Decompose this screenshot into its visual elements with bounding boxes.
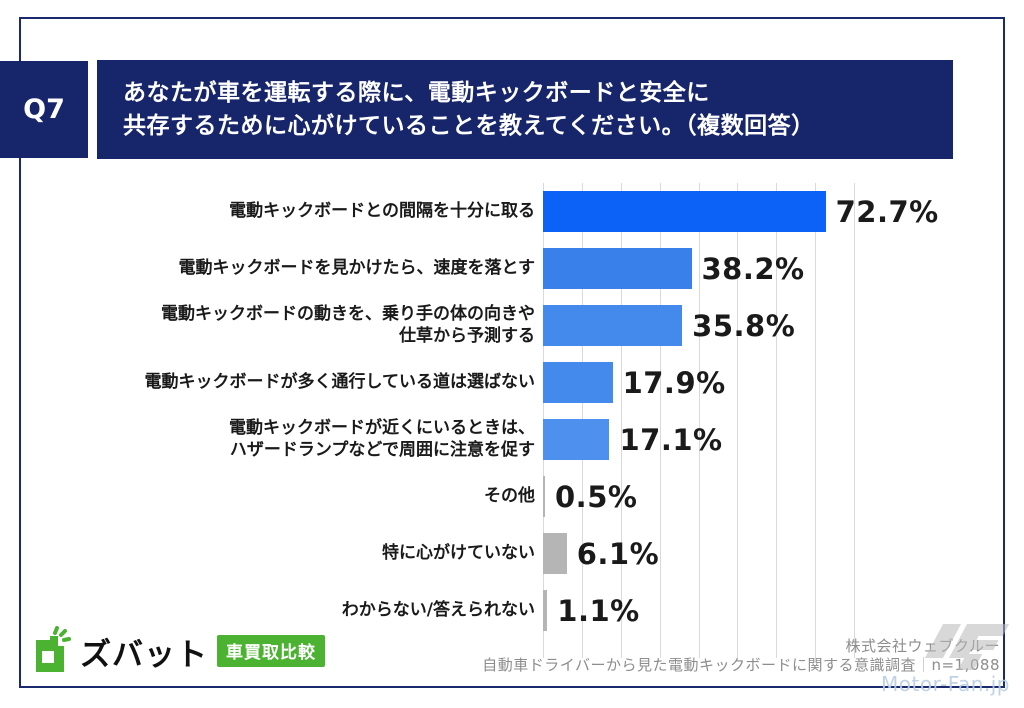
category-label: 電動キックボードが多く通行している道は選ばない: [144, 371, 536, 392]
value-label: 0.5%: [555, 479, 638, 514]
question-number-badge: Q7: [0, 61, 88, 158]
value-label: 35.8%: [692, 308, 796, 343]
bar-track: 0.5%: [543, 476, 1005, 517]
value-label: 1.1%: [557, 593, 640, 628]
chart-row: 電動キックボードの動きを、乗り手の体の向きや 仕草から予測する 35.8%: [0, 297, 1005, 354]
bar-track: 17.1%: [543, 419, 1005, 460]
chart-row: 電動キックボードが多く通行している道は選ばない 17.9%: [0, 354, 1005, 411]
category-label: その他: [484, 485, 535, 506]
category-label: 電動キックボードが近くにいるときは、 ハザードランプなどで周囲に注意を促す: [229, 418, 535, 460]
zubat-logo: ズバット 車買取比較: [30, 626, 325, 676]
chart-row: 電動キックボードが近くにいるときは、 ハザードランプなどで周囲に注意を促す 17.1…: [0, 411, 1005, 468]
bar: [543, 362, 613, 403]
chart-row: わからない/答えられない 1.1%: [0, 582, 1005, 639]
chart-row: 電動キックボードを見かけたら、速度を落とす 38.2%: [0, 240, 1005, 297]
bar: [543, 305, 683, 346]
chart-row: 電動キックボードとの間隔を十分に取る 72.7%: [0, 183, 1005, 240]
value-label: 17.9%: [622, 365, 726, 400]
bar-track: 1.1%: [543, 590, 1005, 631]
chart-rows: 電動キックボードとの間隔を十分に取る 72.7% 電動キックボードを見かけたら、速度…: [0, 183, 1005, 639]
value-label: 72.7%: [835, 194, 939, 229]
category-label: 電動キックボードの動きを、乗り手の体の向きや 仕草から予測する: [161, 304, 535, 346]
value-label: 38.2%: [701, 251, 805, 286]
question-title-line2: 共存するために心がけていることを教えてください。（複数回答）: [123, 112, 815, 139]
motor-fan-mf-icon: [916, 620, 1012, 672]
logo-badge-text: 車買取比較: [217, 635, 325, 667]
bar: [543, 419, 610, 460]
bar: [543, 533, 567, 574]
question-title-line1: あなたが車を運転する際に、電動キックボードと安全に: [123, 79, 710, 106]
bar: [543, 248, 692, 289]
credit-survey: 自動車ドライバーから見た電動キックボードに関する意識調査: [482, 656, 916, 674]
chart-row: その他 0.5%: [0, 468, 1005, 525]
bar-track: 72.7%: [543, 191, 1005, 232]
bar: [543, 590, 548, 631]
category-label: わからない/答えられない: [341, 599, 535, 620]
zubat-hand-icon: [36, 626, 71, 672]
value-label: 17.1%: [619, 422, 723, 457]
bar: [543, 476, 545, 517]
slide-frame: [19, 17, 1005, 688]
motor-fan-watermark-text: Motor-Fan.jp: [881, 672, 1010, 696]
bar-track: 6.1%: [543, 533, 1005, 574]
category-label: 電動キックボードを見かけたら、速度を落とす: [178, 257, 536, 278]
value-label: 6.1%: [576, 536, 660, 571]
bar-track: 17.9%: [543, 362, 1005, 403]
logo-brand-text: ズバット: [80, 636, 208, 673]
question-title: あなたが車を運転する際に、電動キックボードと安全に 共存するために心がけているこ…: [97, 60, 953, 159]
credit-separator: ｜: [915, 656, 932, 674]
chart-row: 特に心がけていない 6.1%: [0, 525, 1005, 582]
category-label: 電動キックボードとの間隔を十分に取る: [229, 200, 535, 221]
bar: [543, 191, 826, 232]
credit-survey-line: 自動車ドライバーから見た電動キックボードに関する意識調査｜n=1,088: [482, 656, 1000, 675]
category-label: 特に心がけていない: [382, 542, 535, 563]
bar-track: 38.2%: [543, 248, 1005, 289]
bar-track: 35.8%: [543, 305, 1005, 346]
